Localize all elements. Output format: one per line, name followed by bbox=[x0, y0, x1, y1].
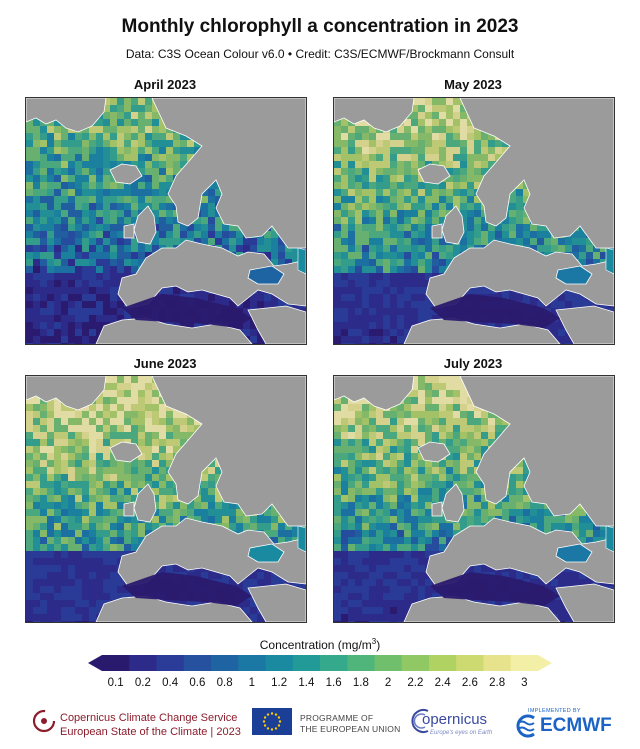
colorbar-tick-label: 2.8 bbox=[489, 677, 506, 689]
ecmwf-implemented: IMPLEMENTED BY bbox=[528, 708, 581, 714]
colorbar-tick-label: 1 bbox=[248, 677, 256, 689]
colorbar-swatch bbox=[183, 655, 212, 671]
colorbar-tick-label: 1.6 bbox=[325, 677, 342, 689]
panel-title-june: June 2023 bbox=[133, 356, 197, 371]
copernicus-logo-icon bbox=[411, 709, 429, 733]
colorbar-tick-label: 1.2 bbox=[271, 677, 288, 689]
chart-subtitle: Data: C3S Ocean Colour v6.0 • Credit: C3… bbox=[125, 47, 515, 61]
colorbar-swatch bbox=[292, 655, 321, 671]
colorbar-swatch bbox=[320, 655, 348, 671]
colorbar-tick-label: 0.2 bbox=[134, 677, 151, 689]
colorbar-tick-label: 0.8 bbox=[216, 677, 233, 689]
colorbar-swatch bbox=[265, 655, 294, 671]
c3s-logo-icon bbox=[32, 709, 56, 733]
colorbar-tick-label: 0.4 bbox=[162, 677, 179, 689]
eu-programme-text: PROGRAMME OF THE EUROPEAN UNION bbox=[300, 713, 401, 734]
colorbar-tick-label: 2.4 bbox=[434, 677, 451, 689]
colorbar-swatch bbox=[156, 655, 185, 671]
colorbar-tick-label: 3 bbox=[521, 677, 528, 689]
colorbar-swatch bbox=[238, 655, 266, 671]
colorbar-swatch bbox=[429, 655, 457, 671]
colorbar-arrow-low bbox=[88, 655, 102, 671]
colorbar-swatch bbox=[211, 655, 239, 671]
footer: Copernicus Climate Change Service Europe… bbox=[0, 700, 640, 745]
eu-flag-icon bbox=[252, 708, 292, 735]
panel-title-july: July 2023 bbox=[443, 356, 503, 371]
panel-title-may: May 2023 bbox=[444, 77, 502, 92]
colorbar-tick-label: 1.8 bbox=[352, 677, 369, 689]
colorbar-tick-label: 1.4 bbox=[298, 677, 315, 689]
map-july bbox=[333, 375, 615, 623]
colorbar-swatch bbox=[129, 655, 157, 671]
colorbar-tick-label: 2 bbox=[384, 677, 392, 689]
ecmwf-logo-icon bbox=[516, 714, 535, 738]
colorbar-swatch bbox=[102, 655, 130, 671]
colorbar-arrow-high bbox=[538, 655, 552, 671]
copernicus-tagline: Europe's eyes on Earth bbox=[430, 730, 493, 736]
colorbar-tick-label: 2.6 bbox=[461, 677, 478, 689]
colorbar-swatch bbox=[401, 655, 430, 671]
map-april bbox=[25, 97, 307, 345]
colorbar-tick-label: 0.1 bbox=[107, 677, 124, 689]
colorbar-swatch bbox=[347, 655, 375, 671]
panel-title-april: April 2023 bbox=[133, 77, 197, 92]
colorbar-title: Concentration (mg/m3) bbox=[259, 637, 381, 652]
colorbar bbox=[88, 655, 552, 671]
colorbar-swatch bbox=[374, 655, 403, 671]
ecmwf-wordmark: ECMWF bbox=[540, 715, 612, 736]
colorbar-tick-label: 2.2 bbox=[407, 677, 424, 689]
map-may bbox=[333, 97, 615, 345]
colorbar-swatch bbox=[456, 655, 484, 671]
copernicus-wordmark: opernicus bbox=[422, 711, 488, 728]
colorbar-swatch bbox=[483, 655, 512, 671]
chart-title: Monthly chlorophyll a concentration in 2… bbox=[121, 16, 519, 37]
colorbar-tick-label: 0.6 bbox=[189, 677, 206, 689]
map-june bbox=[25, 375, 307, 623]
colorbar-swatch bbox=[510, 655, 539, 671]
c3s-text: Copernicus Climate Change Service Europe… bbox=[60, 712, 241, 738]
